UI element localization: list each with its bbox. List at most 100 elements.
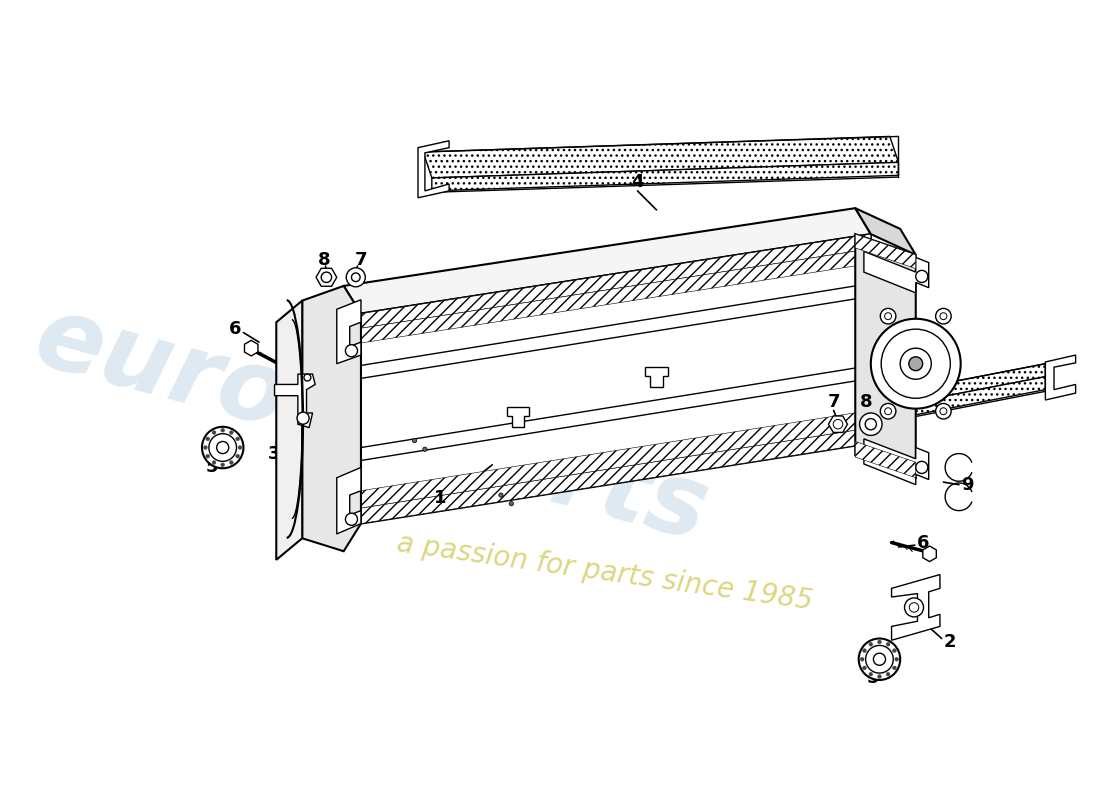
- Polygon shape: [864, 251, 928, 293]
- Polygon shape: [302, 286, 361, 551]
- Circle shape: [915, 270, 927, 282]
- Circle shape: [230, 430, 233, 434]
- Polygon shape: [892, 574, 939, 640]
- Text: 4: 4: [631, 174, 644, 191]
- Polygon shape: [361, 249, 871, 343]
- Circle shape: [209, 434, 236, 462]
- Circle shape: [352, 273, 360, 282]
- Circle shape: [878, 640, 881, 644]
- Circle shape: [297, 412, 309, 424]
- Circle shape: [887, 672, 890, 676]
- Polygon shape: [864, 439, 928, 485]
- Polygon shape: [1045, 355, 1076, 400]
- Polygon shape: [276, 301, 303, 560]
- Polygon shape: [856, 208, 915, 255]
- Circle shape: [869, 642, 872, 646]
- Circle shape: [345, 514, 358, 526]
- Circle shape: [412, 438, 417, 442]
- Text: 8: 8: [860, 393, 872, 410]
- Text: a passion for parts since 1985: a passion for parts since 1985: [395, 530, 814, 616]
- Polygon shape: [856, 234, 915, 269]
- Polygon shape: [903, 364, 1045, 404]
- Circle shape: [862, 666, 867, 670]
- Circle shape: [235, 454, 240, 458]
- Polygon shape: [316, 268, 337, 286]
- Circle shape: [230, 461, 233, 464]
- Text: 9: 9: [961, 476, 974, 494]
- Circle shape: [833, 419, 843, 429]
- Circle shape: [873, 653, 886, 666]
- Polygon shape: [856, 234, 915, 478]
- Polygon shape: [361, 234, 871, 328]
- Circle shape: [206, 437, 210, 441]
- Polygon shape: [337, 300, 361, 364]
- Circle shape: [498, 493, 503, 498]
- Circle shape: [936, 403, 952, 419]
- Text: 7: 7: [354, 251, 367, 269]
- Circle shape: [936, 308, 952, 324]
- Polygon shape: [856, 442, 915, 478]
- Polygon shape: [361, 234, 871, 523]
- Circle shape: [904, 598, 924, 617]
- Polygon shape: [343, 208, 871, 314]
- Circle shape: [422, 447, 427, 451]
- Circle shape: [238, 446, 242, 450]
- Circle shape: [217, 442, 229, 454]
- Polygon shape: [903, 377, 1045, 418]
- Text: 6: 6: [229, 320, 241, 338]
- Text: 2: 2: [944, 633, 957, 651]
- Circle shape: [221, 463, 224, 466]
- Text: 5: 5: [867, 670, 879, 687]
- Circle shape: [212, 430, 216, 434]
- Polygon shape: [507, 407, 529, 426]
- Circle shape: [884, 313, 892, 320]
- Circle shape: [869, 672, 872, 676]
- Polygon shape: [361, 428, 871, 523]
- Circle shape: [892, 649, 896, 653]
- Circle shape: [884, 408, 892, 414]
- Text: 7: 7: [827, 393, 840, 410]
- Circle shape: [202, 426, 243, 468]
- Circle shape: [859, 638, 900, 680]
- Circle shape: [880, 308, 895, 324]
- Text: europaparts: europaparts: [24, 290, 718, 562]
- Text: 3: 3: [268, 445, 280, 462]
- Circle shape: [910, 602, 918, 612]
- Circle shape: [859, 413, 882, 435]
- Text: 6: 6: [916, 534, 928, 551]
- Circle shape: [894, 658, 899, 661]
- Circle shape: [915, 462, 927, 474]
- Circle shape: [212, 461, 216, 464]
- Text: 1: 1: [434, 489, 447, 506]
- Circle shape: [860, 658, 865, 661]
- Polygon shape: [418, 141, 449, 198]
- Circle shape: [345, 345, 358, 357]
- Circle shape: [871, 318, 960, 409]
- Circle shape: [892, 666, 896, 670]
- Circle shape: [206, 454, 210, 458]
- Circle shape: [900, 348, 932, 379]
- Polygon shape: [424, 137, 899, 178]
- Circle shape: [862, 649, 867, 653]
- Polygon shape: [361, 410, 871, 508]
- Circle shape: [880, 403, 895, 419]
- Polygon shape: [244, 340, 257, 356]
- Circle shape: [866, 418, 877, 430]
- Polygon shape: [432, 162, 899, 191]
- Polygon shape: [646, 367, 668, 387]
- Circle shape: [881, 329, 950, 398]
- Circle shape: [235, 437, 240, 441]
- Text: 8: 8: [318, 251, 330, 269]
- Polygon shape: [923, 546, 936, 562]
- Circle shape: [939, 408, 947, 414]
- Circle shape: [221, 428, 224, 432]
- Circle shape: [304, 374, 311, 381]
- Circle shape: [909, 357, 923, 370]
- Circle shape: [866, 646, 893, 673]
- Circle shape: [346, 268, 365, 286]
- Circle shape: [509, 502, 514, 506]
- Circle shape: [878, 674, 881, 678]
- Polygon shape: [828, 416, 847, 433]
- Circle shape: [939, 313, 947, 320]
- Polygon shape: [337, 467, 361, 534]
